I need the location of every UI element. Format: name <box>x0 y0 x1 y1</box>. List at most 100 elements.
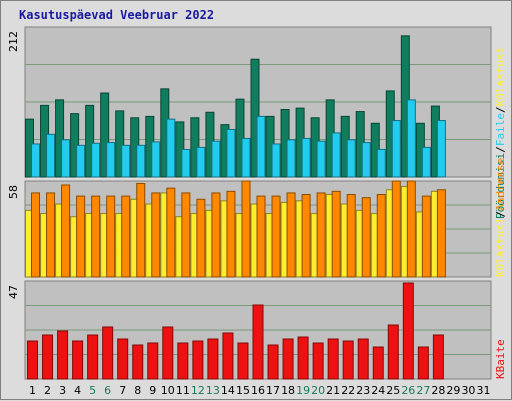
x-tick-label-day-7: 7 <box>119 384 126 397</box>
bar-kbaite-day-23 <box>357 338 369 380</box>
bar-kbaite-day-22 <box>342 340 354 380</box>
bar-aadresse-day-7 <box>121 195 131 278</box>
bar-aadresse-day-28 <box>436 189 446 278</box>
bar-faile-day-2 <box>46 133 56 178</box>
x-tick-label-day-26: 26 <box>401 384 415 397</box>
bar-aadresse-day-27 <box>421 195 431 278</box>
bar-kbaite-day-28 <box>432 334 444 380</box>
bar-faile-day-6 <box>106 142 116 178</box>
bar-kbaite-day-26 <box>402 282 414 380</box>
x-tick-label-day-31: 31 <box>476 384 490 397</box>
bar-faile-day-25 <box>391 120 401 178</box>
bar-faile-day-23 <box>361 142 371 178</box>
x-tick-label-day-14: 14 <box>221 384 235 397</box>
label-faile: Faile <box>494 113 507 146</box>
bar-aadresse-day-9 <box>151 192 161 278</box>
bar-kbaite-day-25 <box>387 324 399 380</box>
panels-group: 212 58 47 <box>7 26 492 380</box>
x-tick-label-day-5: 5 <box>89 384 96 397</box>
bar-aadresse-day-26 <box>406 180 416 278</box>
x-tick-label-day-1: 1 <box>29 384 36 397</box>
bar-kbaite-day-1 <box>27 340 39 380</box>
bar-aadresse-day-11 <box>181 192 191 278</box>
bar-faile-day-17 <box>271 143 281 178</box>
bar-aadresse-day-14 <box>226 190 236 278</box>
x-tick-label-day-28: 28 <box>431 384 445 397</box>
bar-faile-day-16 <box>256 115 266 178</box>
bar-faile-day-10 <box>166 118 176 178</box>
x-tick-label-day-15: 15 <box>236 384 250 397</box>
bar-faile-day-4 <box>76 144 86 178</box>
x-tick-label-day-11: 11 <box>176 384 190 397</box>
bar-pöördumisi-day-6 <box>100 92 110 178</box>
bar-faile-day-13 <box>211 140 221 178</box>
bar-kbaite-day-20 <box>312 342 324 380</box>
bar-kbaite-day-18 <box>282 338 294 380</box>
bar-faile-day-9 <box>151 141 161 178</box>
bar-aadresse-day-13 <box>211 192 221 278</box>
label-separator: / <box>494 211 507 218</box>
bar-kbaite-day-14 <box>222 332 234 380</box>
bar-faile-day-8 <box>136 144 146 178</box>
bar-kbaite-day-17 <box>267 344 279 380</box>
bar-aadresse-day-21 <box>331 190 341 278</box>
label-külastusi: Külastusi <box>494 47 507 107</box>
panel-2-y-tick-label: 58 <box>7 185 20 199</box>
bar-aadresse-day-17 <box>271 195 281 278</box>
x-tick-labels: 1 2 3 4 5 6 7 8 9 10 11 12 13 14 15 16 17 18 19 20 21 22 23 24 2… <box>29 384 490 397</box>
x-tick-label-day-6: 6 <box>104 384 111 397</box>
bar-faile-day-24 <box>376 148 386 178</box>
bar-kbaite-day-8 <box>132 344 144 380</box>
x-tick-label-day-23: 23 <box>356 384 370 397</box>
bar-kbaite-day-6 <box>102 326 114 380</box>
bar-faile-day-11 <box>181 148 191 178</box>
bar-kbaite-day-11 <box>177 342 189 380</box>
bar-faile-day-14 <box>226 128 236 178</box>
bar-aadresse-day-19 <box>301 194 311 278</box>
bar-aadresse-day-5 <box>91 195 101 278</box>
label-pöördumisi: Pöördumisi <box>494 153 507 219</box>
bar-aadresse-day-2 <box>46 192 56 278</box>
bar-kbaite-day-12 <box>192 340 204 380</box>
x-tick-label-day-9: 9 <box>149 384 156 397</box>
bar-pöördumisi-day-5 <box>85 104 95 178</box>
panel-3-y-tick-label: 47 <box>7 285 20 299</box>
bar-faile-day-19 <box>301 137 311 178</box>
right-label-panel-1: Pöördumisi/Faile/Külastusi <box>494 47 507 219</box>
x-tick-label-day-24: 24 <box>371 384 385 397</box>
bar-kbaite-day-3 <box>57 330 69 380</box>
bar-faile-day-1 <box>31 143 41 178</box>
bar-faile-day-12 <box>196 146 206 178</box>
bar-kbaite-day-19 <box>297 336 309 380</box>
x-tick-label-day-13: 13 <box>206 384 220 397</box>
bar-faile-day-7 <box>121 144 131 178</box>
bar-faile-day-22 <box>346 139 356 178</box>
bar-faile-day-18 <box>286 139 296 178</box>
x-tick-label-day-17: 17 <box>266 384 280 397</box>
bar-kbaite-day-2 <box>42 334 54 380</box>
bar-faile-day-3 <box>61 139 71 178</box>
bar-kbaite-day-15 <box>237 342 249 380</box>
bar-aadresse-day-4 <box>76 195 86 278</box>
x-tick-label-day-22: 22 <box>341 384 355 397</box>
x-tick-label-day-30: 30 <box>461 384 475 397</box>
x-tick-label-day-18: 18 <box>281 384 295 397</box>
bar-pöördumisi-day-3 <box>55 99 65 178</box>
bar-faile-day-5 <box>91 142 101 178</box>
bar-aadresse-day-8 <box>136 182 146 278</box>
x-tick-label-day-10: 10 <box>161 384 175 397</box>
x-tick-label-day-16: 16 <box>251 384 265 397</box>
right-label-panel-3: KBaite <box>494 339 507 379</box>
label-separator: / <box>494 106 507 113</box>
right-label-panel-2: Külastusi/Aadresse <box>494 158 507 277</box>
bar-faile-day-20 <box>316 140 326 178</box>
bar-faile-day-26 <box>406 99 416 178</box>
label-aadresse: Aadresse <box>494 158 507 211</box>
bar-kbaite-day-7 <box>117 338 129 380</box>
x-tick-label-day-2: 2 <box>44 384 51 397</box>
bar-aadresse-day-22 <box>346 194 356 278</box>
bar-kbaite-day-13 <box>207 338 219 380</box>
bar-aadresse-day-1 <box>31 192 41 278</box>
x-tick-label-day-29: 29 <box>446 384 460 397</box>
